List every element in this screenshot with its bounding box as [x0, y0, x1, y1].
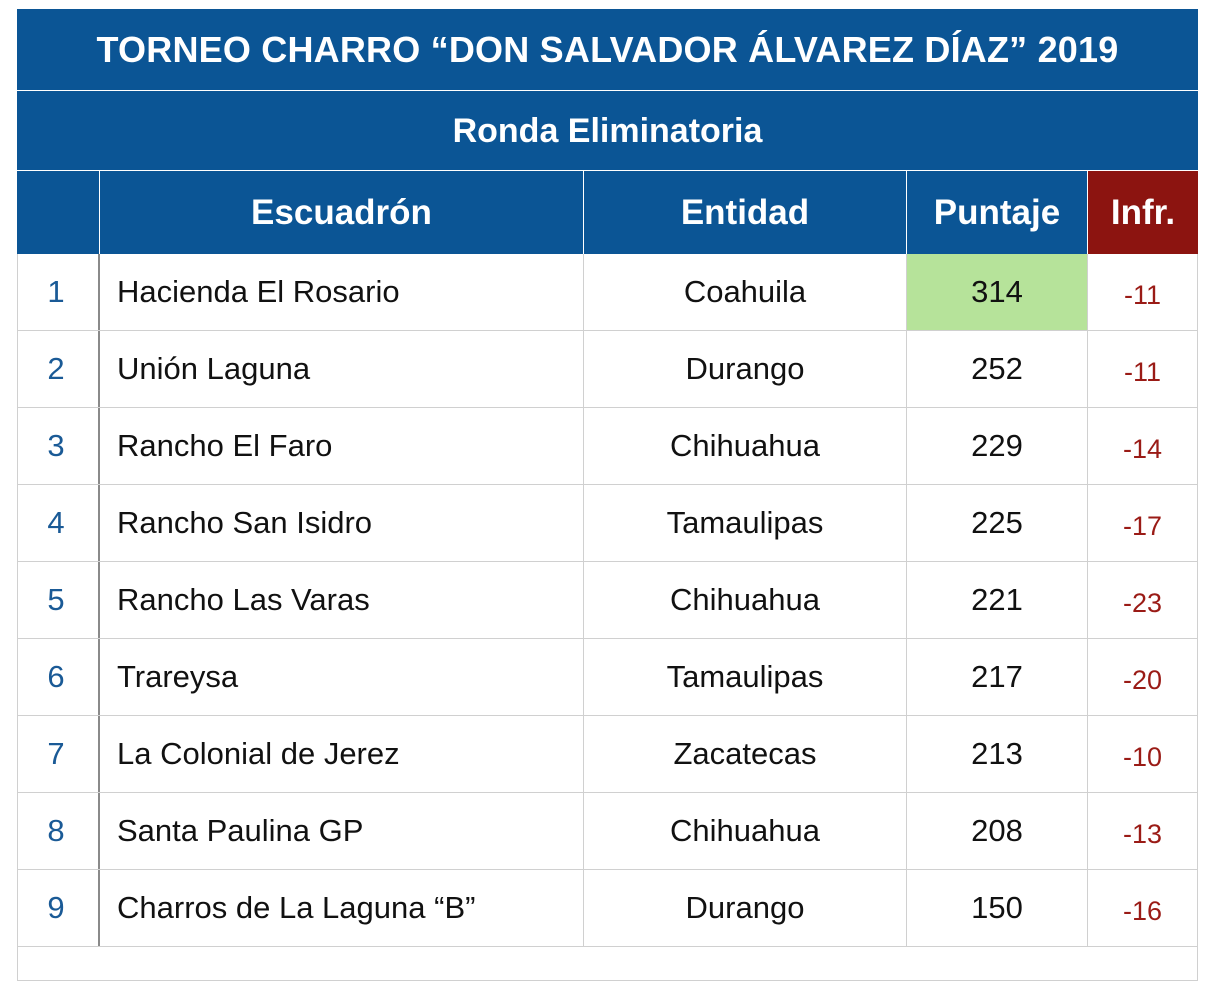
- row-infractions: -14: [1088, 408, 1198, 484]
- row-infractions: -16: [1088, 870, 1198, 946]
- row-score: 314: [907, 254, 1088, 330]
- row-team-name: Santa Paulina GP: [100, 793, 584, 869]
- row-state: Tamaulipas: [584, 639, 907, 715]
- row-score: 225: [907, 485, 1088, 561]
- row-rank: 9: [17, 870, 100, 946]
- table-row: 4 Rancho San Isidro Tamaulipas 225 -17: [17, 485, 1198, 562]
- row-team-name: Rancho El Faro: [100, 408, 584, 484]
- row-rank: 1: [17, 254, 100, 330]
- row-score: 213: [907, 716, 1088, 792]
- row-state: Durango: [584, 331, 907, 407]
- row-state: Tamaulipas: [584, 485, 907, 561]
- row-score: 150: [907, 870, 1088, 946]
- row-team-name: Charros de La Laguna “B”: [100, 870, 584, 946]
- row-rank: 4: [17, 485, 100, 561]
- row-state: Durango: [584, 870, 907, 946]
- row-infractions: -17: [1088, 485, 1198, 561]
- row-team-name: Unión Laguna: [100, 331, 584, 407]
- header-infractions: Infr.: [1088, 171, 1198, 254]
- tournament-title: TORNEO CHARRO “DON SALVADOR ÁLVAREZ DÍAZ…: [17, 9, 1198, 91]
- row-rank: 7: [17, 716, 100, 792]
- table-row: 9 Charros de La Laguna “B” Durango 150 -16: [17, 870, 1198, 947]
- row-infractions: -20: [1088, 639, 1198, 715]
- row-score: 217: [907, 639, 1088, 715]
- row-team-name: Trareysa: [100, 639, 584, 715]
- row-infractions: -13: [1088, 793, 1198, 869]
- table-header-row: Escuadrón Entidad Puntaje Infr.: [17, 171, 1198, 254]
- row-state: Coahuila: [584, 254, 907, 330]
- row-team-name: Rancho San Isidro: [100, 485, 584, 561]
- row-state: Chihuahua: [584, 562, 907, 638]
- row-rank: 8: [17, 793, 100, 869]
- row-team-name: La Colonial de Jerez: [100, 716, 584, 792]
- table-row: 3 Rancho El Faro Chihuahua 229 -14: [17, 408, 1198, 485]
- row-rank: 2: [17, 331, 100, 407]
- row-state: Chihuahua: [584, 408, 907, 484]
- table-row: 7 La Colonial de Jerez Zacatecas 213 -10: [17, 716, 1198, 793]
- table-row: 8 Santa Paulina GP Chihuahua 208 -13: [17, 793, 1198, 870]
- row-state: Chihuahua: [584, 793, 907, 869]
- table-row: 5 Rancho Las Varas Chihuahua 221 -23: [17, 562, 1198, 639]
- row-score: 221: [907, 562, 1088, 638]
- header-state: Entidad: [584, 171, 907, 254]
- row-score: 208: [907, 793, 1088, 869]
- row-rank: 3: [17, 408, 100, 484]
- row-score: 252: [907, 331, 1088, 407]
- row-infractions: -10: [1088, 716, 1198, 792]
- table-row: 1 Hacienda El Rosario Coahuila 314 -11: [17, 254, 1198, 331]
- header-score: Puntaje: [907, 171, 1088, 254]
- row-infractions: -23: [1088, 562, 1198, 638]
- row-state: Zacatecas: [584, 716, 907, 792]
- table-row: 6 Trareysa Tamaulipas 217 -20: [17, 639, 1198, 716]
- row-infractions: -11: [1088, 254, 1198, 330]
- row-team-name: Rancho Las Varas: [100, 562, 584, 638]
- table-body: 1 Hacienda El Rosario Coahuila 314 -11 2 Unión…: [17, 254, 1198, 947]
- table-row: 2 Unión Laguna Durango 252 -11: [17, 331, 1198, 408]
- row-score: 229: [907, 408, 1088, 484]
- standings-table: TORNEO CHARRO “DON SALVADOR ÁLVAREZ DÍAZ…: [17, 9, 1198, 981]
- round-subtitle: Ronda Eliminatoria: [17, 91, 1198, 171]
- row-team-name: Hacienda El Rosario: [100, 254, 584, 330]
- row-rank: 5: [17, 562, 100, 638]
- table-footer-empty-row: [17, 947, 1198, 981]
- header-rank: [17, 171, 100, 254]
- header-team: Escuadrón: [100, 171, 584, 254]
- row-rank: 6: [17, 639, 100, 715]
- row-infractions: -11: [1088, 331, 1198, 407]
